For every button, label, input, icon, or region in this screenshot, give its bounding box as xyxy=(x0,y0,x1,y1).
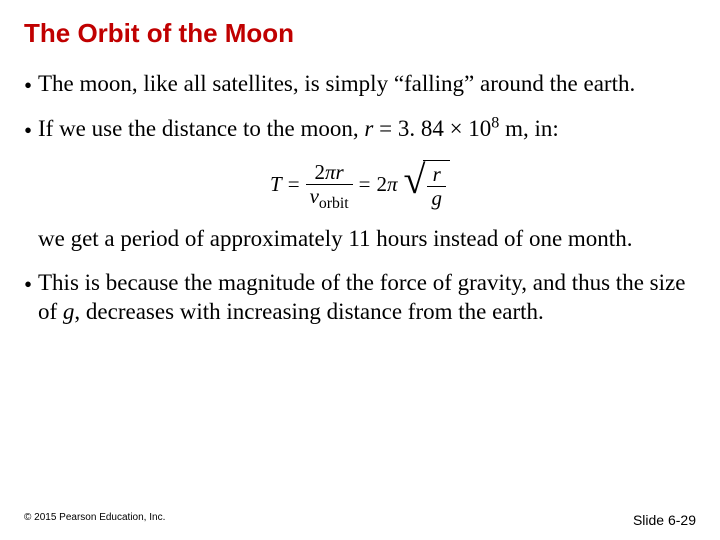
equals-sign: = xyxy=(288,172,300,197)
bullet-item: • If we use the distance to the moon, r … xyxy=(24,114,696,145)
fraction: 2πr vorbit xyxy=(306,161,353,208)
variable-T: T xyxy=(270,172,282,197)
text-fragment: 2 xyxy=(376,172,387,196)
bullet-text: This is because the magnitude of the for… xyxy=(38,268,696,327)
bullet-list: • The moon, like all satellites, is simp… xyxy=(24,69,696,326)
denominator: vorbit xyxy=(306,185,353,208)
variable-v: v xyxy=(310,184,319,208)
text-fragment: , decreases with increasing distance fro… xyxy=(74,299,543,324)
slide-footer: © 2015 Pearson Education, Inc. Slide 6-2… xyxy=(24,512,696,528)
numerator: 2πr xyxy=(310,161,347,184)
text-fragment: 2π xyxy=(376,172,397,197)
copyright-text: © 2015 Pearson Education, Inc. xyxy=(24,512,165,528)
numerator: r xyxy=(429,163,445,186)
bullet-item: • This is because the magnitude of the f… xyxy=(24,268,696,327)
bullet-text: The moon, like all satellites, is simply… xyxy=(38,69,696,98)
text-fragment: 2 xyxy=(314,160,325,184)
bullet-text: If we use the distance to the moon, r = … xyxy=(38,114,696,143)
variable-g: g xyxy=(63,299,75,324)
radicand: r g xyxy=(423,160,450,210)
bullet-dot: • xyxy=(24,114,38,145)
pi-symbol: π xyxy=(387,172,398,196)
square-root: √ r g xyxy=(404,160,450,210)
fraction: r g xyxy=(427,163,446,210)
bullet-dot: • xyxy=(24,69,38,100)
bullet-continuation: we get a period of approximately 11 hour… xyxy=(38,224,696,253)
slide-number: Slide 6-29 xyxy=(633,512,696,528)
formula-block: T = 2πr vorbit = 2π √ r xyxy=(24,160,696,210)
variable-r: r xyxy=(336,160,344,184)
variable-r: r xyxy=(364,116,373,141)
slide-title: The Orbit of the Moon xyxy=(24,18,696,49)
text-fragment: m, in: xyxy=(499,116,558,141)
text-fragment: If we use the distance to the moon, xyxy=(38,116,364,141)
bullet-dot: • xyxy=(24,268,38,299)
denominator: g xyxy=(427,187,446,210)
radical-symbol: √ xyxy=(404,160,426,210)
orbit-period-formula: T = 2πr vorbit = 2π √ r xyxy=(270,160,450,210)
text-fragment: = 3. 84 × 10 xyxy=(373,116,491,141)
bullet-item: • The moon, like all satellites, is simp… xyxy=(24,69,696,100)
equals-sign: = xyxy=(359,172,371,197)
pi-symbol: π xyxy=(325,160,336,184)
subscript-orbit: orbit xyxy=(319,196,349,213)
